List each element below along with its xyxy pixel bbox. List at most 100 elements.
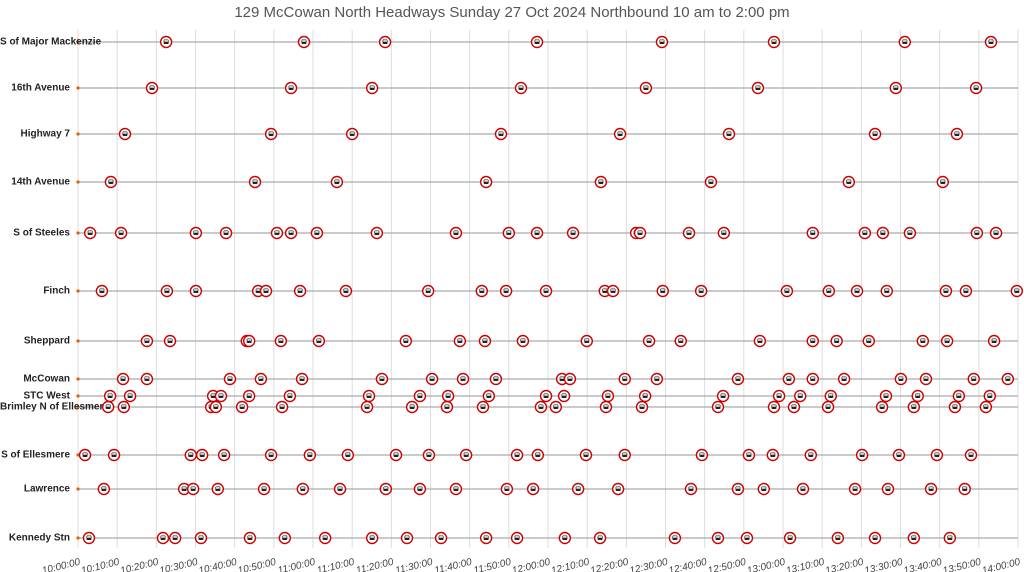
bus-window [384,487,388,489]
bus-marker [804,448,818,462]
bus-marker [757,482,771,496]
bus-marker [330,175,344,189]
bus-icon [797,393,803,398]
bus-marker [958,482,971,496]
bus-marker [848,482,862,496]
bus-icon [893,85,899,90]
x-tick-label: 10:20:00 [119,557,160,572]
bus-icon [940,179,946,184]
x-tick-label: 13:10:00 [785,557,826,572]
bus-marker [549,400,563,414]
row-start [76,487,80,491]
bus-window [611,289,615,291]
x-tick-label: 10:30:00 [158,557,199,572]
bus-icon [902,39,908,44]
bus-icon [479,288,485,293]
row-start [76,132,80,136]
bus-marker [930,448,944,462]
bus-icon [771,39,777,44]
bus-marker [959,284,973,298]
bus-marker [731,372,745,386]
bus-marker [539,389,553,403]
bus-icon [688,486,694,491]
bus-window [112,453,116,455]
row-label: McCowan [23,374,70,385]
x-tick-label: 13:20:00 [824,557,865,572]
bus-window [964,289,968,291]
bus-icon [947,535,953,540]
bus-icon [82,452,88,457]
bus-window [102,487,106,489]
bus-window [544,394,548,396]
bus-marker [530,35,544,49]
bus-marker [695,448,709,462]
bus-window [673,536,677,538]
bus-marker [796,482,810,496]
bus-marker [531,448,545,462]
bus-marker [101,400,115,414]
bus-window [519,86,523,88]
bus-icon [453,486,459,491]
bus-window [827,289,831,291]
bus-icon [721,230,727,235]
bus-icon [771,404,777,409]
bus-marker [876,226,890,240]
bus-marker [489,372,503,386]
bus-marker [642,334,656,348]
bus-window [300,377,304,379]
bus-marker [422,448,436,462]
bus-marker [907,531,921,545]
bus-marker [964,448,978,462]
bus-marker [243,531,257,545]
bus-marker [751,81,765,95]
bus-marker [425,372,439,386]
bus-icon [300,486,306,491]
bus-marker [365,531,379,545]
bus-marker [264,127,278,141]
row-start [76,377,80,381]
bus-marker [160,284,174,298]
bus-icon [715,535,721,540]
bus-marker [413,482,427,496]
bus-marker [580,334,593,348]
row-start [76,394,80,398]
bus-icon [223,230,229,235]
bus-window [211,394,215,396]
bus-window [484,536,488,538]
bus-marker [824,389,837,403]
row-start [76,405,80,409]
bus-icon [258,376,264,381]
bus-icon [274,230,280,235]
x-tick-label: 12:10:00 [550,557,591,572]
bus-window [224,231,228,233]
bus-window [880,405,884,407]
bus-icon [506,230,512,235]
bus-window [189,453,193,455]
bus-marker [1001,372,1015,386]
bus-window [464,453,468,455]
bus-window [191,487,195,489]
bus-icon [784,288,790,293]
bus-icon [246,338,252,343]
bus-icon [885,486,891,491]
bus-window [842,377,846,379]
bus-marker [97,482,111,496]
bus-window [504,289,508,291]
bus-window [809,453,813,455]
bus-icon [597,535,603,540]
bus-icon [610,288,616,293]
bus-icon [445,393,451,398]
bus-icon [699,452,705,457]
bus-marker [655,35,669,49]
bus-marker [633,226,647,240]
x-tick-label: 12:20:00 [589,557,630,572]
bus-window [810,377,815,379]
bus-marker [421,284,435,298]
bus-window [810,339,815,341]
bus-window [222,453,226,455]
bus-marker [862,334,875,348]
row-start [76,536,80,540]
bus-marker [375,372,389,386]
row-label: Finch [43,286,70,297]
